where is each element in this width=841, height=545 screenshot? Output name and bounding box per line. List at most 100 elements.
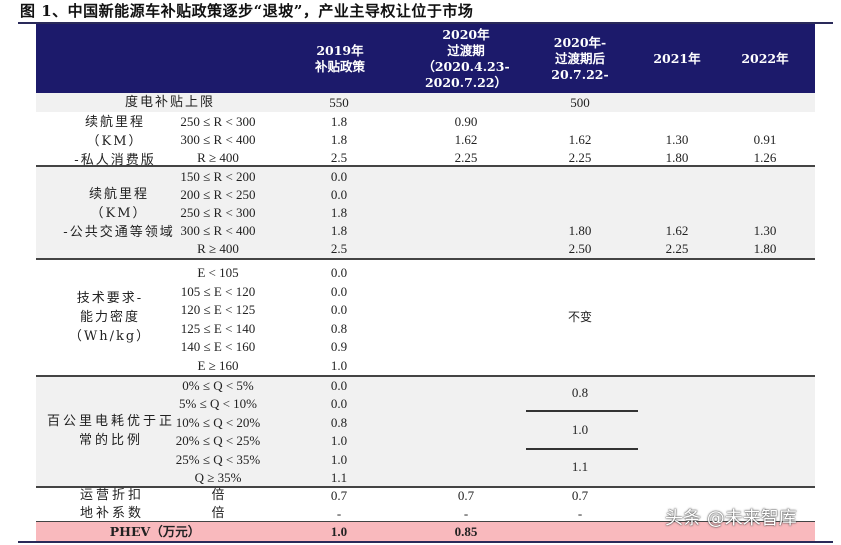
public-cond: 200 ≤ R < 250 xyxy=(180,187,256,202)
energy-2019: 0.0 xyxy=(330,284,348,299)
energy-2019: 0.9 xyxy=(330,339,348,354)
divider xyxy=(36,521,815,523)
private-label: 续航里程 （KM） -私人消费版 xyxy=(74,115,156,168)
ops-label: 运营折扣 xyxy=(79,488,144,503)
private-2020p: 2.25 xyxy=(568,150,592,165)
ops-2020p: 0.7 xyxy=(571,488,589,503)
private-cond: 250 ≤ R < 300 xyxy=(180,114,256,129)
divider xyxy=(36,258,815,260)
local-2020p: - xyxy=(577,506,583,521)
energy-2019: 0.0 xyxy=(330,265,348,280)
public-2020p: 2.50 xyxy=(568,241,592,256)
figure-title: 图 1、中国新能源车补贴政策逐步“退坡”，产业主导权让位于市场 xyxy=(20,2,474,20)
band-cap xyxy=(36,93,815,112)
public-cond: 300 ≤ R < 400 xyxy=(180,223,256,238)
consumption-2019: 0.0 xyxy=(330,396,348,411)
private-2020t: 1.62 xyxy=(454,132,478,147)
ops-2020t: 0.7 xyxy=(457,488,475,503)
private-2020p: 1.62 xyxy=(568,132,592,147)
cap-2020-post: 500 xyxy=(570,95,590,110)
public-cond: R ≥ 400 xyxy=(197,241,239,256)
bottom-rule xyxy=(18,541,833,543)
consumption-post-0: 0.8 xyxy=(571,385,589,400)
band-ops xyxy=(36,488,815,522)
consumption-2019: 1.0 xyxy=(330,452,348,467)
consumption-2019: 1.1 xyxy=(330,470,348,485)
private-2019: 1.8 xyxy=(330,132,348,147)
energy-cond: 125 ≤ E < 140 xyxy=(180,321,256,336)
phev-label: PHEV（万元） xyxy=(109,524,201,539)
consumption-cond: Q ≥ 35% xyxy=(194,470,242,485)
divider xyxy=(36,486,815,488)
local-label: 地补系数 xyxy=(79,506,144,521)
public-2021: 2.25 xyxy=(665,241,689,256)
energy-unchanged-note: 不变 xyxy=(567,310,592,324)
consumption-post-1: 1.0 xyxy=(571,422,589,437)
energy-2019: 1.0 xyxy=(330,358,348,373)
energy-cond: 140 ≤ E < 160 xyxy=(180,339,256,354)
public-2019: 0.0 xyxy=(330,169,348,184)
public-label: 续航里程 （KM） -公共交通等领域 xyxy=(63,187,175,240)
public-2021: 1.62 xyxy=(665,223,689,238)
private-2021: 1.80 xyxy=(665,150,689,165)
table-header: 2019年 补贴政策 2020年 过渡期 （2020.4.23- 2020.7.… xyxy=(36,24,815,93)
phev-2020t: 0.85 xyxy=(454,524,478,539)
local-2020t: - xyxy=(463,506,469,521)
public-2019: 2.5 xyxy=(330,241,348,256)
energy-cond: E ≥ 160 xyxy=(197,358,239,373)
divider xyxy=(36,165,815,167)
energy-cond: 120 ≤ E < 125 xyxy=(180,302,256,317)
inner-divider xyxy=(526,448,638,450)
watermark: 头条 @未来智库 xyxy=(665,508,797,529)
consumption-2019: 1.0 xyxy=(330,433,348,448)
inner-divider xyxy=(526,410,638,412)
public-cond: 150 ≤ R < 200 xyxy=(180,169,256,184)
consumption-post-2: 1.1 xyxy=(571,459,589,474)
public-2020p: 1.80 xyxy=(568,223,592,238)
private-2020t: 2.25 xyxy=(454,150,478,165)
band-energy xyxy=(36,260,815,375)
consumption-2019: 0.0 xyxy=(330,378,348,393)
private-2020t: 0.90 xyxy=(454,114,478,129)
public-cond: 250 ≤ R < 300 xyxy=(180,205,256,220)
private-2022: 1.26 xyxy=(753,150,777,165)
private-2021: 1.30 xyxy=(665,132,689,147)
cap-2019: 550 xyxy=(329,95,349,110)
ops-unit: 倍 xyxy=(211,488,225,503)
energy-label: 技术要求- 能力密度 （Wh/kg） xyxy=(68,291,152,344)
local-2019: - xyxy=(336,506,342,521)
ops-2019: 0.7 xyxy=(330,488,348,503)
energy-2019: 0.0 xyxy=(330,302,348,317)
cap-label: 度电补贴上限 xyxy=(124,95,215,110)
band-public xyxy=(36,167,815,259)
private-2019: 1.8 xyxy=(330,114,348,129)
public-2019: 1.8 xyxy=(330,205,348,220)
divider xyxy=(36,375,815,377)
private-cond: 300 ≤ R < 400 xyxy=(180,132,256,147)
consumption-2019: 0.8 xyxy=(330,415,348,430)
public-2022: 1.30 xyxy=(753,223,777,238)
private-2019: 2.5 xyxy=(330,150,348,165)
private-cond: R ≥ 400 xyxy=(197,150,239,165)
title-underline xyxy=(18,22,833,24)
consumption-cond: 10% ≤ Q < 20% xyxy=(175,415,261,430)
energy-cond: E < 105 xyxy=(197,265,239,280)
consumption-cond: 25% ≤ Q < 35% xyxy=(175,452,261,467)
public-2019: 0.0 xyxy=(330,187,348,202)
energy-2019: 0.8 xyxy=(330,321,348,336)
private-2022: 0.91 xyxy=(753,132,777,147)
band-phev xyxy=(36,522,815,541)
consumption-label: 百公里电耗优于正 常的比例 xyxy=(46,414,175,448)
local-unit: 倍 xyxy=(211,506,225,521)
header-2020-transition: 2020年 过渡期 （2020.4.23- 2020.7.22） xyxy=(422,26,510,90)
energy-cond: 105 ≤ E < 120 xyxy=(180,284,256,299)
consumption-cond: 5% ≤ Q < 10% xyxy=(178,396,257,411)
public-2022: 1.80 xyxy=(753,241,777,256)
band-consumption xyxy=(36,377,815,486)
header-2019: 2019年 补贴政策 xyxy=(314,42,365,74)
header-2022: 2022年 xyxy=(741,50,789,66)
header-2021: 2021年 xyxy=(653,50,701,66)
header-2020-post: 2020年- 过渡期后 20.7.22- xyxy=(551,34,609,82)
consumption-cond: 0% ≤ Q < 5% xyxy=(182,378,254,393)
band-private xyxy=(36,112,815,166)
